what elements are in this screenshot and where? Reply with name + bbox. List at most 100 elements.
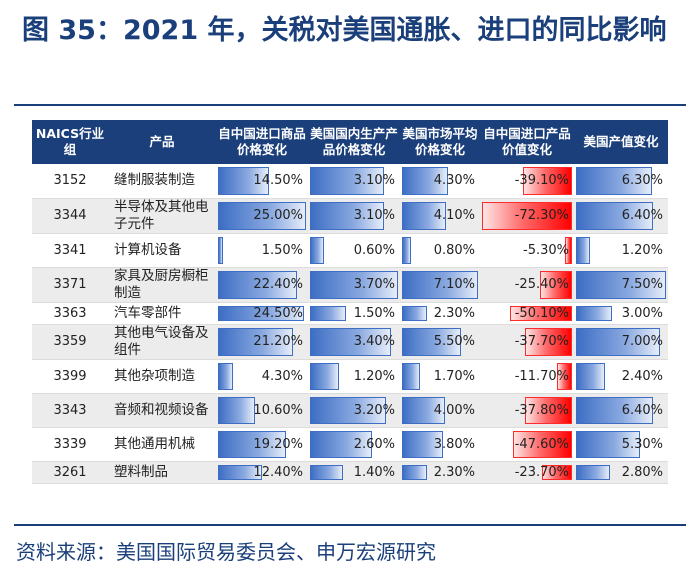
positive-data-bar [310, 327, 391, 356]
cell-value: 22.40% [253, 277, 303, 292]
naics-code: 3344 [32, 198, 108, 234]
cell-value: 1.70% [433, 368, 475, 384]
cell-value: 7.00% [621, 334, 663, 349]
negative-data-bar [525, 396, 572, 424]
col-header-import-value: 自中国进口产品价值变化 [480, 120, 574, 164]
output-cell: 7.00% [574, 324, 668, 360]
col-header-domestic-price: 美国国内生产产品价格变化 [308, 120, 400, 164]
output-cell: 2.40% [574, 359, 668, 394]
import-value-cell: -39.10% [480, 164, 574, 199]
market-price-cell: 7.10% [400, 267, 480, 303]
cell-value: -37.70% [514, 334, 569, 349]
positive-data-bar [402, 464, 427, 480]
source-note: 资料来源：美国国际贸易委员会、申万宏源研究 [16, 540, 436, 564]
cell-value: -23.70% [514, 464, 569, 480]
positive-data-bar [218, 167, 269, 195]
domestic-price-cell: 2.60% [308, 427, 400, 462]
product-name: 计算机设备 [108, 233, 216, 268]
cell-value: -25.40% [514, 277, 569, 292]
tariff-impact-table: NAICS行业组 产品 自中国进口商品价格变化 美国国内生产产品价格变化 美国市… [32, 120, 668, 484]
cell-value: 0.80% [433, 242, 475, 258]
positive-data-bar [310, 305, 346, 321]
product-name: 其他杂项制造 [108, 359, 216, 394]
negative-data-bar [525, 327, 572, 356]
import-value-cell: -47.60% [480, 427, 574, 462]
cell-value: 2.30% [433, 464, 475, 480]
col-header-product: 产品 [108, 120, 216, 164]
import-price-cell: 14.50% [216, 164, 308, 199]
cell-value: 1.40% [353, 464, 395, 480]
import-value-cell: -37.80% [480, 393, 574, 428]
import-value-cell: -50.10% [480, 302, 574, 325]
cell-value: 7.10% [433, 277, 475, 292]
positive-data-bar [402, 236, 411, 264]
table-row: 3344 半导体及其他电子元件 25.00% 3.10% 4.10% -72.30% 6.4… [32, 198, 668, 234]
market-price-cell: 3.80% [400, 427, 480, 462]
domestic-price-cell: 1.40% [308, 461, 400, 484]
import-price-cell: 10.60% [216, 393, 308, 428]
market-price-cell: 2.30% [400, 302, 480, 325]
cell-value: 4.30% [433, 173, 475, 189]
import-price-cell: 12.40% [216, 461, 308, 484]
figure-title: 图 35：2021 年，关税对美国通胀、进口的同比影响 [22, 15, 667, 46]
cell-value: 4.00% [433, 402, 475, 418]
positive-data-bar [576, 396, 653, 424]
positive-data-bar [218, 464, 262, 480]
output-cell: 6.30% [574, 164, 668, 199]
domestic-price-cell: 3.40% [308, 324, 400, 360]
import-value-cell: -72.30% [480, 198, 574, 234]
positive-data-bar [576, 362, 605, 390]
cell-value: 6.40% [621, 402, 663, 418]
product-name: 汽车零部件 [108, 302, 216, 325]
positive-data-bar [218, 327, 293, 356]
naics-code: 3341 [32, 233, 108, 268]
cell-value: 3.10% [353, 208, 395, 223]
positive-data-bar [402, 362, 420, 390]
positive-data-bar [402, 327, 461, 356]
cell-value: 3.20% [353, 402, 395, 418]
negative-data-bar [540, 270, 572, 299]
import-price-cell: 21.20% [216, 324, 308, 360]
domestic-price-cell: 1.50% [308, 302, 400, 325]
positive-data-bar [402, 396, 445, 424]
naics-code: 3359 [32, 324, 108, 360]
positive-data-bar [310, 464, 343, 480]
import-price-cell: 24.50% [216, 302, 308, 325]
import-price-cell: 22.40% [216, 267, 308, 303]
import-price-cell: 25.00% [216, 198, 308, 234]
import-value-cell: -5.30% [480, 233, 574, 268]
negative-data-bar [513, 430, 572, 458]
domestic-price-cell: 3.20% [308, 393, 400, 428]
output-cell: 2.80% [574, 461, 668, 484]
positive-data-bar [218, 270, 297, 299]
naics-code: 3261 [32, 461, 108, 484]
table-row: 3371 家具及厨房橱柜制造 22.40% 3.70% 7.10% -25.40% 7.50… [32, 267, 668, 303]
negative-data-bar [542, 464, 572, 480]
cell-value: -50.10% [514, 305, 569, 321]
market-price-cell: 0.80% [400, 233, 480, 268]
product-name: 家具及厨房橱柜制造 [108, 267, 216, 303]
positive-data-bar [402, 201, 446, 230]
table-row: 3341 计算机设备 1.50% 0.60% 0.80% -5.30% 1.20% [32, 233, 668, 268]
naics-code: 3152 [32, 164, 108, 199]
table-row: 3261 塑料制品 12.40% 1.40% 2.30% -23.70% 2.80% [32, 461, 668, 484]
naics-code: 3343 [32, 393, 108, 428]
negative-data-bar [482, 201, 572, 230]
import-value-cell: -23.70% [480, 461, 574, 484]
positive-data-bar [402, 167, 448, 195]
footer-divider [14, 524, 686, 526]
market-price-cell: 4.30% [400, 164, 480, 199]
domestic-price-cell: 1.20% [308, 359, 400, 394]
title-divider [14, 104, 686, 106]
table-row: 3359 其他电气设备及组件 21.20% 3.40% 5.50% -37.70% 7.00… [32, 324, 668, 360]
output-cell: 3.00% [574, 302, 668, 325]
import-price-cell: 1.50% [216, 233, 308, 268]
positive-data-bar [310, 167, 384, 195]
cell-value: 6.30% [621, 173, 663, 189]
naics-code: 3371 [32, 267, 108, 303]
table-row: 3339 其他通用机械 19.20% 2.60% 3.80% -47.60% 5.30% [32, 427, 668, 462]
cell-value: 3.70% [353, 277, 395, 292]
positive-data-bar [576, 270, 666, 299]
cell-value: 2.60% [353, 436, 395, 452]
output-cell: 6.40% [574, 198, 668, 234]
